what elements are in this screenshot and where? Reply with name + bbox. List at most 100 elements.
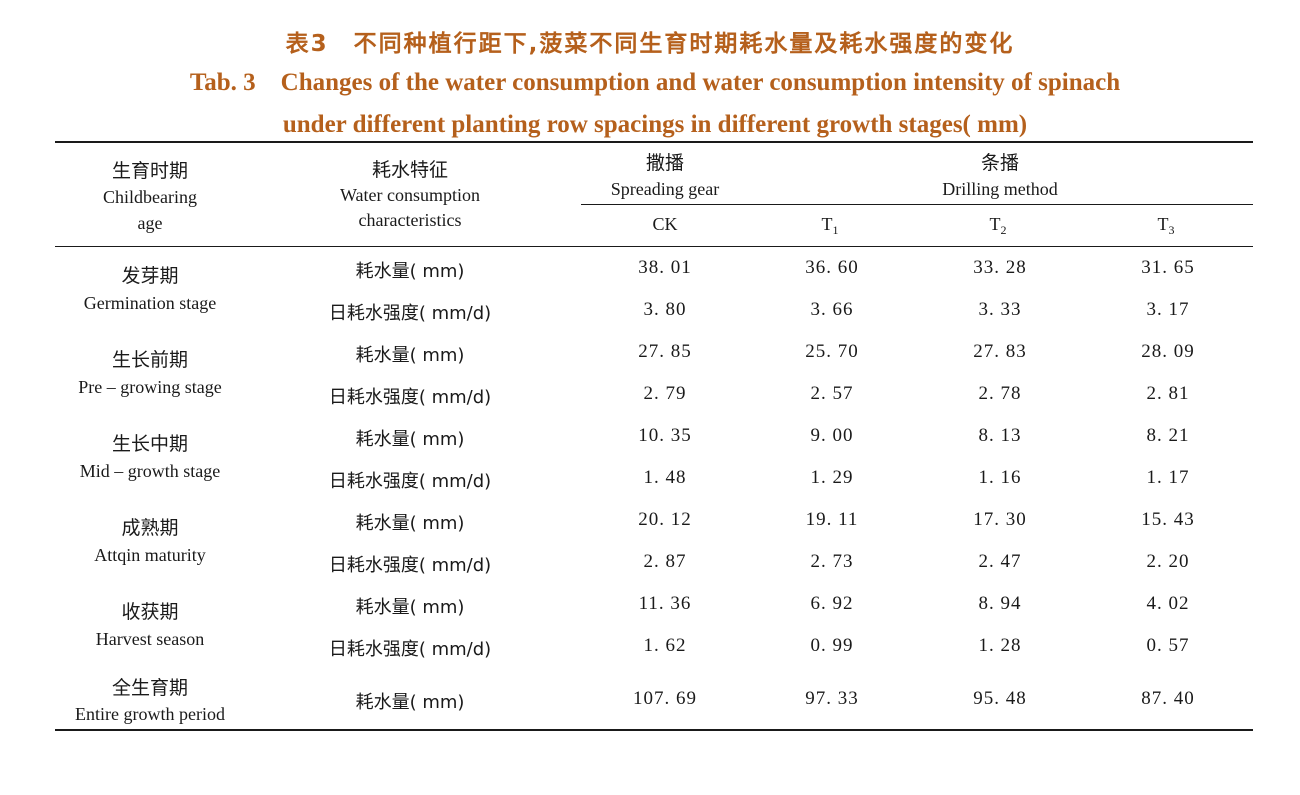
- data-cell: 1. 29: [810, 467, 854, 488]
- stage-label-en: Harvest season: [95, 629, 205, 649]
- feature-label: 日耗水强度( mm/d): [328, 303, 492, 324]
- data-cell: 2. 81: [1146, 383, 1190, 404]
- stage-label-cn: 收获期: [121, 601, 179, 623]
- header-sub-rule: [581, 204, 1253, 205]
- data-cell: 2. 87: [643, 551, 687, 572]
- header-feature-en-2: characteristics: [358, 210, 462, 230]
- data-cell: 2. 20: [1146, 551, 1190, 572]
- column-header-t2: T2: [958, 214, 1038, 238]
- feature-label: 耗水量( mm): [355, 692, 465, 713]
- feature-label: 耗水量( mm): [355, 597, 465, 618]
- data-cell: 17. 30: [973, 509, 1027, 530]
- data-cell: 1. 48: [643, 467, 687, 488]
- column-header-t2-letter: T: [989, 214, 1001, 234]
- header-feature-cn: 耗水特征: [371, 159, 448, 181]
- data-cell: 3. 17: [1146, 299, 1190, 320]
- total-label-en: Entire growth period: [75, 704, 225, 724]
- total-cell: 97. 33: [805, 688, 859, 709]
- data-cell: 3. 80: [643, 299, 687, 320]
- feature-label: 日耗水强度( mm/d): [328, 555, 492, 576]
- header-feature: 耗水特征 Water consumption characteristics: [300, 158, 520, 233]
- data-cell: 0. 99: [810, 635, 854, 656]
- stage-label: 成熟期 Attqin maturity: [55, 515, 245, 569]
- feature-label: 日耗水强度( mm/d): [328, 387, 492, 408]
- stage-label-cn: 生长前期: [111, 349, 188, 371]
- total-cell: 95. 48: [973, 688, 1027, 709]
- data-cell: 25. 70: [805, 341, 859, 362]
- header-bottom-rule: [55, 246, 1253, 247]
- stage-label-en: Attqin maturity: [94, 545, 206, 565]
- stage-label-cn: 生长中期: [111, 433, 188, 455]
- data-cell: 10. 35: [638, 425, 692, 446]
- table-caption-cn: 表3 不同种植行距下,菠菜不同生育时期耗水量及耗水强度的变化: [285, 31, 1015, 57]
- data-cell: 4. 02: [1146, 593, 1190, 614]
- column-header-t3-letter: T: [1157, 214, 1169, 234]
- stage-label: 生长前期 Pre – growing stage: [55, 347, 245, 401]
- header-stage: 生育时期 Childbearing age: [55, 158, 245, 236]
- column-header-t3: T3: [1126, 214, 1206, 238]
- header-stage-en-1: Childbearing: [103, 187, 197, 207]
- feature-label: 耗水量( mm): [355, 429, 465, 450]
- total-label: 全生育期 Entire growth period: [55, 675, 245, 727]
- total-label-cn: 全生育期: [111, 677, 188, 699]
- data-cell: 20. 12: [638, 509, 692, 530]
- data-cell: 2. 78: [978, 383, 1022, 404]
- header-drilling: 条播 Drilling method: [920, 150, 1080, 202]
- data-cell: 15. 43: [1141, 509, 1195, 530]
- stage-label: 生长中期 Mid – growth stage: [55, 431, 245, 485]
- header-feature-en-1: Water consumption: [339, 185, 481, 205]
- data-cell: 8. 94: [978, 593, 1022, 614]
- data-cell: 2. 57: [810, 383, 854, 404]
- stage-label: 发芽期 Germination stage: [55, 263, 245, 317]
- total-cell: 87. 40: [1141, 688, 1195, 709]
- header-stage-en-2: age: [137, 213, 163, 233]
- data-cell: 1. 16: [978, 467, 1022, 488]
- top-rule: [55, 141, 1253, 143]
- data-cell: 8. 21: [1146, 425, 1190, 446]
- stage-label: 收获期 Harvest season: [55, 599, 245, 653]
- feature-label: 日耗水强度( mm/d): [328, 639, 492, 660]
- table-caption-en: Tab. 3 Changes of the water consumption …: [130, 62, 1180, 146]
- header-drilling-en: Drilling method: [942, 179, 1058, 199]
- total-cell: 107. 69: [633, 688, 697, 709]
- data-cell: 3. 33: [978, 299, 1022, 320]
- table-caption-en-line2: under different planting row spacings in…: [282, 111, 1028, 138]
- column-header-t3-sub: 3: [1168, 223, 1175, 237]
- data-cell: 9. 00: [810, 425, 854, 446]
- data-cell: 38. 01: [638, 257, 692, 278]
- bottom-rule: [55, 729, 1253, 731]
- data-cell: 33. 28: [973, 257, 1027, 278]
- stage-label-en: Mid – growth stage: [79, 461, 221, 481]
- data-cell: 11. 36: [638, 593, 692, 614]
- data-cell: 0. 57: [1146, 635, 1190, 656]
- data-cell: 8. 13: [978, 425, 1022, 446]
- data-cell: 28. 09: [1141, 341, 1195, 362]
- data-cell: 36. 60: [805, 257, 859, 278]
- column-header-t1-sub: 1: [832, 223, 839, 237]
- column-header-t1-letter: T: [821, 214, 833, 234]
- data-cell: 1. 28: [978, 635, 1022, 656]
- data-cell: 31. 65: [1141, 257, 1195, 278]
- stage-label-cn: 发芽期: [121, 265, 179, 287]
- header-stage-cn: 生育时期: [111, 160, 188, 182]
- stage-label-cn: 成熟期: [121, 517, 179, 539]
- header-spreading-en: Spreading gear: [610, 179, 720, 199]
- column-header-t1: T1: [790, 214, 870, 238]
- data-cell: 2. 73: [810, 551, 854, 572]
- table-caption-en-line1: Tab. 3 Changes of the water consumption …: [189, 69, 1121, 96]
- header-spreading: 撒播 Spreading gear: [585, 150, 745, 202]
- column-header-t2-sub: 2: [1000, 223, 1007, 237]
- stage-label-en: Pre – growing stage: [78, 377, 222, 397]
- header-spreading-cn: 撒播: [645, 152, 684, 174]
- data-cell: 3. 66: [810, 299, 854, 320]
- data-cell: 19. 11: [805, 509, 859, 530]
- feature-label: 耗水量( mm): [355, 261, 465, 282]
- feature-label: 耗水量( mm): [355, 513, 465, 534]
- data-cell: 1. 17: [1146, 467, 1190, 488]
- data-cell: 1. 62: [643, 635, 687, 656]
- feature-label: 耗水量( mm): [355, 345, 465, 366]
- data-cell: 27. 85: [638, 341, 692, 362]
- data-cell: 27. 83: [973, 341, 1027, 362]
- feature-label: 日耗水强度( mm/d): [328, 471, 492, 492]
- column-header-ck: CK: [652, 214, 678, 234]
